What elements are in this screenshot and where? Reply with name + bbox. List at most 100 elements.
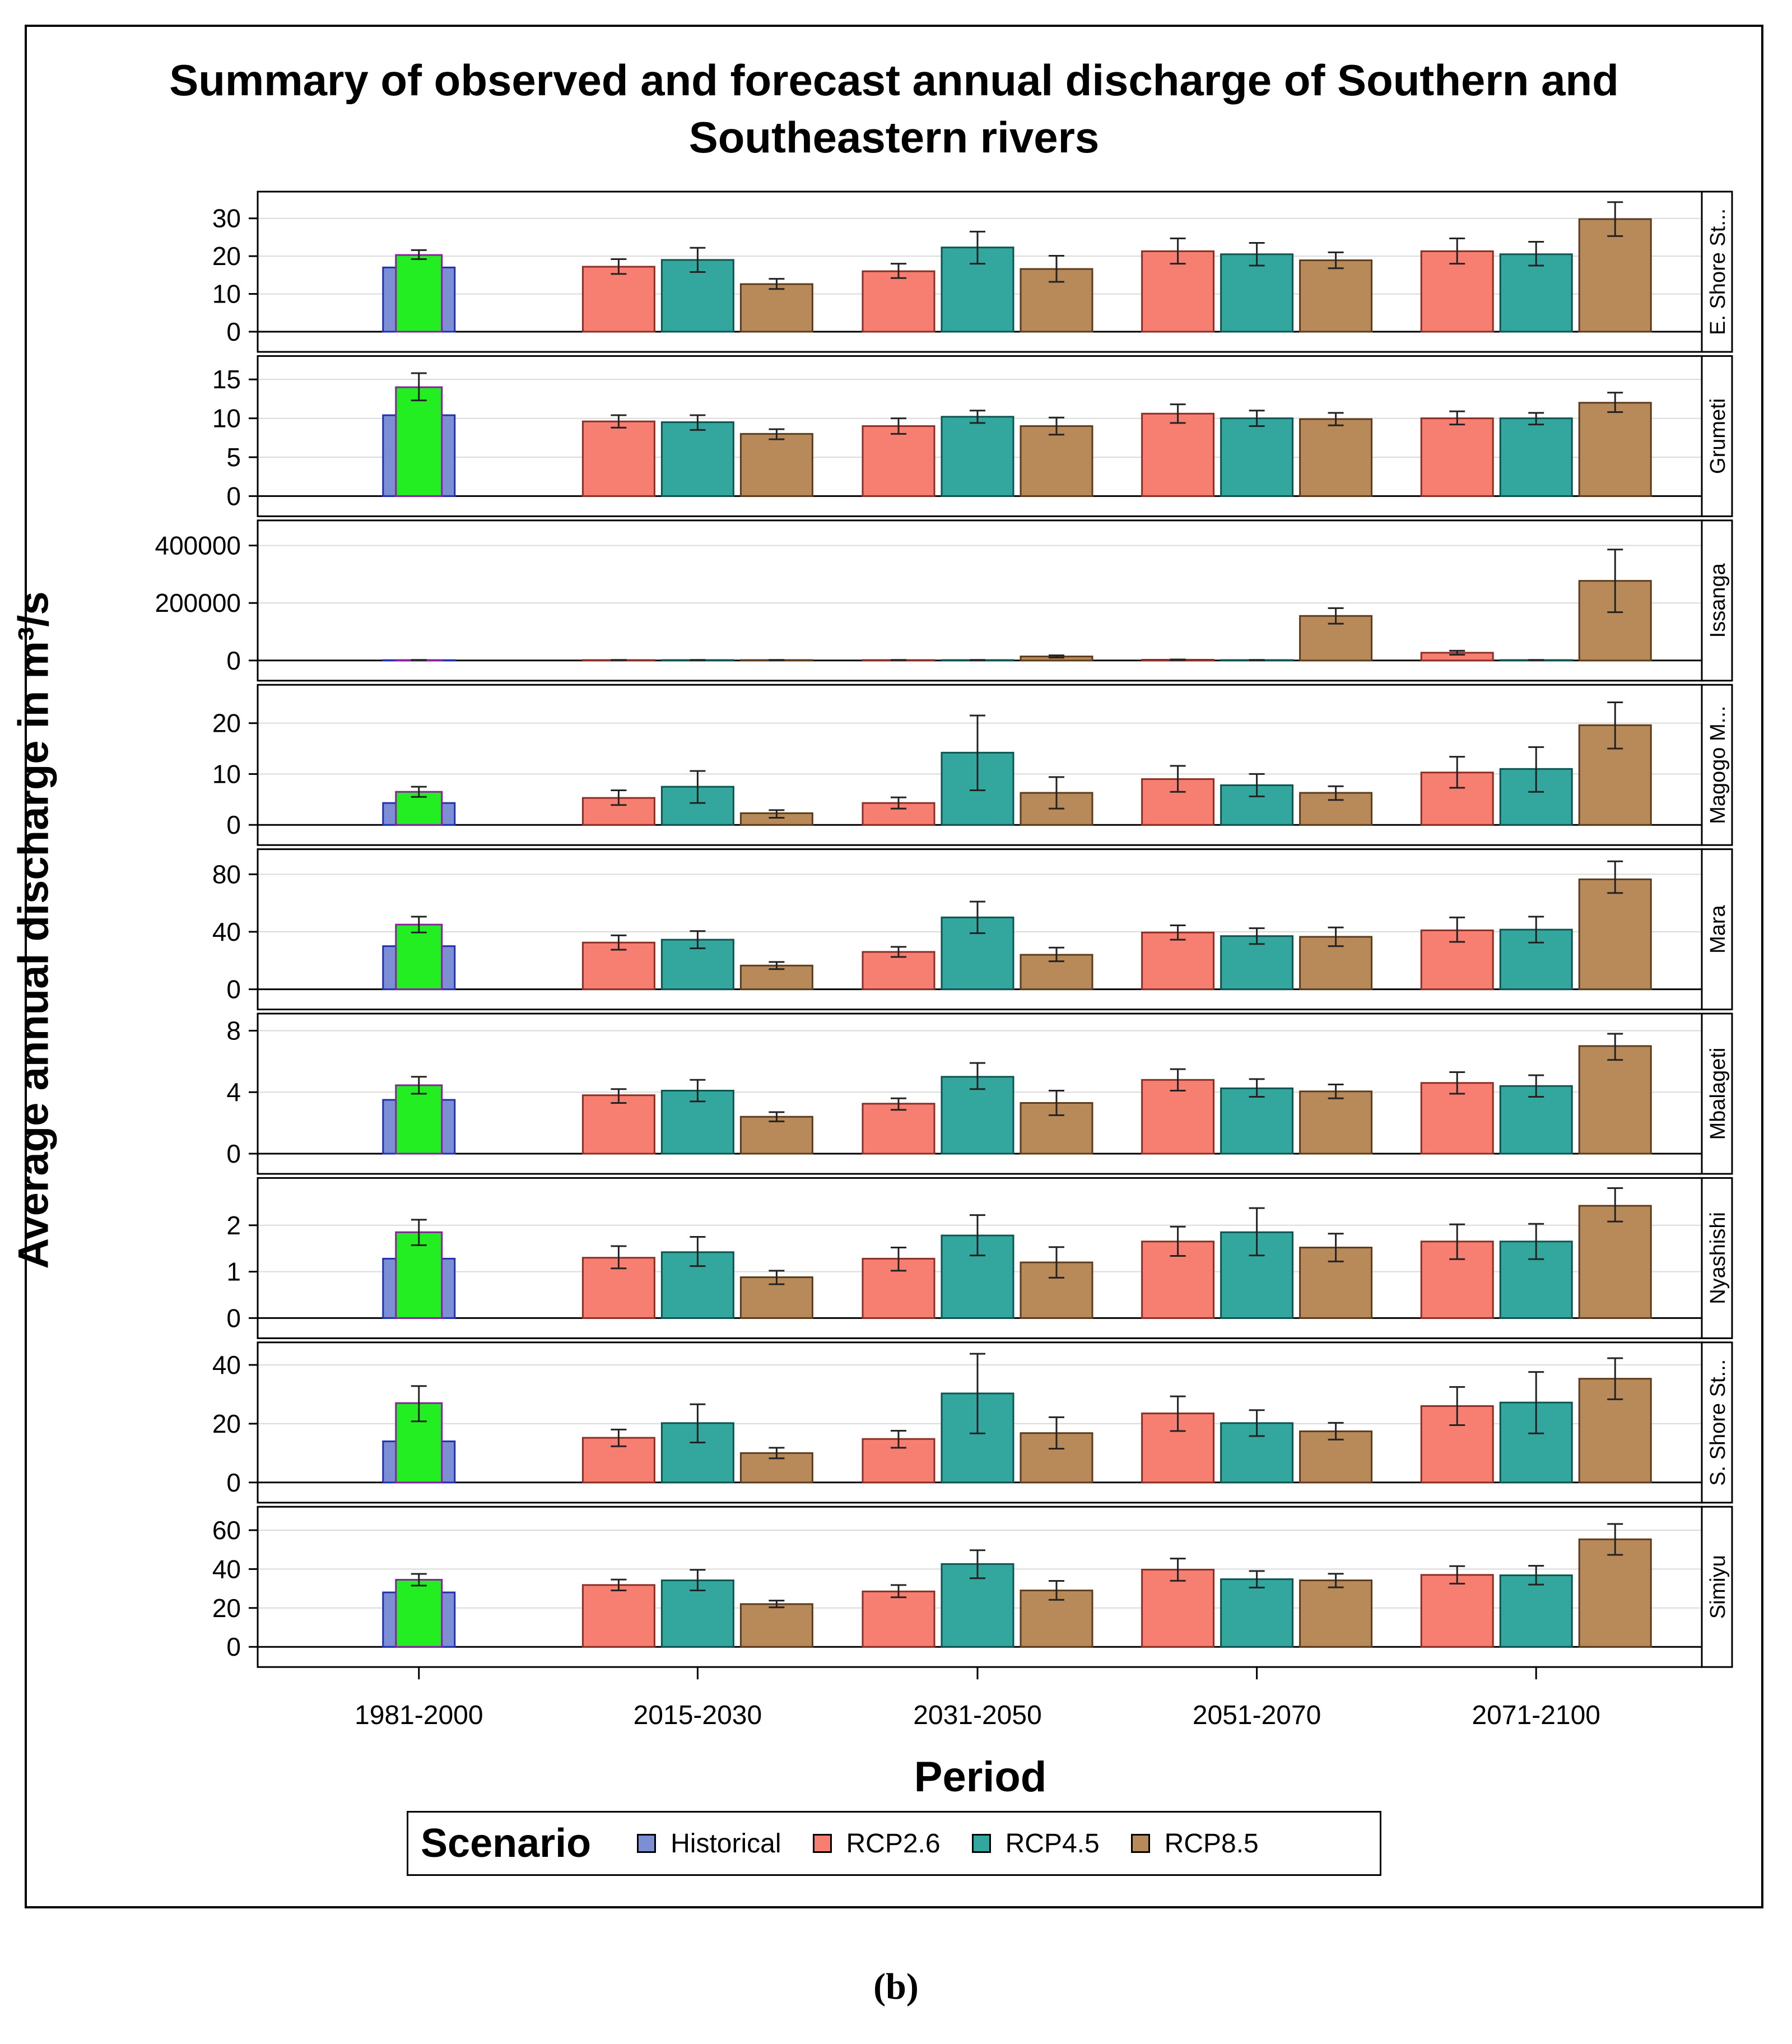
bar-rcp26-mbalageti-2031-2050: [862, 1103, 935, 1155]
bar-rcp26-simiyu-2015-2030: [581, 1584, 655, 1648]
bar-rcp45-grumeti-2071-2100: [1499, 417, 1573, 497]
legend-label-rcp85: RCP8.5: [1164, 1828, 1259, 1859]
x-tick-label-2051-2070: 2051-2070: [1193, 1701, 1321, 1730]
panel-label-issanga: Issanga: [1706, 563, 1730, 638]
bar-rcp45-mbalageti-2051-2070: [1220, 1087, 1294, 1155]
y-tick-label-e-shore-st: 0: [226, 317, 241, 346]
legend-label-rcp26: RCP2.6: [846, 1828, 941, 1859]
bar-rcp26-mbalageti-2051-2070: [1141, 1079, 1215, 1155]
bar-rcp26-grumeti-2031-2050: [862, 425, 935, 497]
bar-rcp85-e-shore-st-2031-2050: [1020, 268, 1093, 333]
y-tick-label-mbalageti: 8: [226, 1016, 241, 1045]
bar-rcp85-e-shore-st-2015-2030: [739, 283, 813, 333]
y-tick-label-mara: 0: [226, 975, 241, 1004]
y-tick-label-magogo-m: 0: [226, 810, 241, 839]
y-tick-label-mara: 40: [212, 917, 241, 946]
y-tick-label-issanga: 400000: [155, 531, 241, 560]
bar-rcp45-grumeti-2051-2070: [1220, 417, 1294, 497]
y-tick-label-simiyu: 40: [212, 1554, 241, 1583]
y-tick-label-grumeti: 10: [212, 404, 241, 433]
y-axis-label: Average annual discharge in m³/s: [10, 591, 58, 1269]
y-tick-label-simiyu: 60: [212, 1516, 241, 1545]
y-tick-label-simiyu: 20: [212, 1594, 241, 1623]
y-tick-label-s-shore-st: 40: [212, 1350, 241, 1379]
panel-label-simiyu: Simiyu: [1706, 1555, 1730, 1619]
legend-swatch-rcp26: [812, 1834, 832, 1853]
bar-rcp85-simiyu-2071-2100: [1578, 1538, 1652, 1648]
bar-rcp45-e-shore-st-2051-2070: [1220, 253, 1294, 333]
bar-rcp26-mara-2051-2070: [1141, 931, 1215, 991]
legend-swatch-rcp85: [1130, 1834, 1150, 1853]
bar-rcp26-mbalageti-2015-2030: [581, 1094, 655, 1155]
bar-rcp26-mara-2031-2050: [862, 951, 935, 991]
panel-label-mbalageti: Mbalageti: [1706, 1048, 1730, 1140]
y-tick-label-nyashishi: 1: [226, 1257, 241, 1286]
bar-rcp85-nyashishi-2071-2100: [1578, 1205, 1652, 1319]
bar-rcp45-simiyu-2051-2070: [1220, 1578, 1294, 1648]
bar-rcp26-e-shore-st-2031-2050: [862, 270, 935, 333]
bar-rcp85-mara-2015-2030: [739, 964, 813, 991]
y-tick-label-magogo-m: 20: [212, 709, 241, 738]
bar-rcp85-grumeti-2051-2070: [1299, 418, 1373, 497]
y-tick-label-mbalageti: 0: [226, 1139, 241, 1168]
bar-observed-mara: [395, 923, 443, 991]
bar-observed-grumeti: [395, 386, 443, 497]
x-tick-label-2031-2050: 2031-2050: [913, 1701, 1042, 1730]
bar-observed-mbalageti: [395, 1084, 443, 1155]
y-tick-label-simiyu: 0: [226, 1632, 241, 1661]
panel-strip-mbalageti: [1701, 1012, 1733, 1175]
y-tick-label-issanga: 200000: [155, 588, 241, 617]
chart-title: Summary of observed and forecast annual …: [169, 55, 1619, 162]
x-tick-label-2071-2100: 2071-2100: [1472, 1701, 1600, 1730]
x-tick-label-1981-2000: 1981-2000: [355, 1701, 483, 1730]
bar-rcp85-simiyu-2031-2050: [1020, 1590, 1093, 1648]
bar-rcp85-simiyu-2015-2030: [739, 1603, 813, 1648]
bar-rcp85-simiyu-2051-2070: [1299, 1580, 1373, 1648]
y-tick-label-s-shore-st: 0: [226, 1468, 241, 1497]
legend-title: Scenario: [421, 1821, 592, 1866]
legend-entry-historical: Historical: [637, 1828, 781, 1859]
y-tick-label-nyashishi: 2: [226, 1211, 241, 1240]
x-axis-label: Period: [914, 1753, 1047, 1801]
bar-rcp26-simiyu-2071-2100: [1420, 1574, 1494, 1648]
bar-rcp85-nyashishi-2031-2050: [1020, 1261, 1093, 1319]
bar-rcp26-e-shore-st-2071-2100: [1420, 250, 1494, 333]
panel-label-magogo-m: Magogo M...: [1706, 706, 1730, 824]
bar-observed-e-shore-st: [395, 254, 443, 333]
panel-strip-simiyu: [1701, 1506, 1733, 1668]
panel-strip-issanga: [1701, 519, 1733, 682]
bar-rcp45-mbalageti-2031-2050: [941, 1076, 1014, 1155]
bar-rcp85-mara-2071-2100: [1578, 878, 1652, 991]
bar-rcp85-mbalageti-2015-2030: [739, 1116, 813, 1155]
panel-label-s-shore-st: S. Shore St...: [1706, 1359, 1730, 1486]
panel-strip-mara: [1701, 848, 1733, 1011]
bar-rcp85-e-shore-st-2051-2070: [1299, 259, 1373, 333]
legend-entry-rcp85: RCP8.5: [1130, 1828, 1259, 1859]
legend-label-historical: Historical: [671, 1828, 781, 1859]
bar-observed-simiyu: [395, 1578, 443, 1648]
bar-rcp85-e-shore-st-2071-2100: [1578, 218, 1652, 333]
bar-rcp26-simiyu-2031-2050: [862, 1590, 935, 1648]
bar-rcp45-grumeti-2015-2030: [660, 421, 734, 497]
bar-rcp26-grumeti-2071-2100: [1420, 417, 1494, 497]
figure-caption: (b): [873, 1966, 919, 2007]
bar-rcp85-mbalageti-2051-2070: [1299, 1090, 1373, 1155]
bar-rcp26-grumeti-2015-2030: [581, 420, 655, 497]
panel-strip-nyashishi: [1701, 1177, 1733, 1339]
y-tick-label-nyashishi: 0: [226, 1303, 241, 1332]
bar-rcp45-simiyu-2015-2030: [660, 1580, 734, 1648]
legend-entry-rcp45: RCP4.5: [971, 1828, 1100, 1859]
y-tick-label-mbalageti: 4: [226, 1077, 241, 1107]
y-tick-label-e-shore-st: 10: [212, 280, 241, 309]
panel-strip-e-shore-st: [1701, 191, 1733, 353]
legend-swatch-historical: [637, 1834, 657, 1853]
y-tick-label-mara: 80: [212, 860, 241, 889]
bar-rcp85-grumeti-2031-2050: [1020, 425, 1093, 497]
y-tick-label-grumeti: 15: [212, 365, 241, 394]
x-tick-label-2015-2030: 2015-2030: [634, 1701, 762, 1730]
legend-swatch-rcp45: [971, 1834, 991, 1853]
y-tick-label-issanga: 0: [226, 646, 241, 675]
bar-rcp26-grumeti-2051-2070: [1141, 412, 1215, 497]
bar-rcp26-e-shore-st-2015-2030: [581, 266, 655, 333]
